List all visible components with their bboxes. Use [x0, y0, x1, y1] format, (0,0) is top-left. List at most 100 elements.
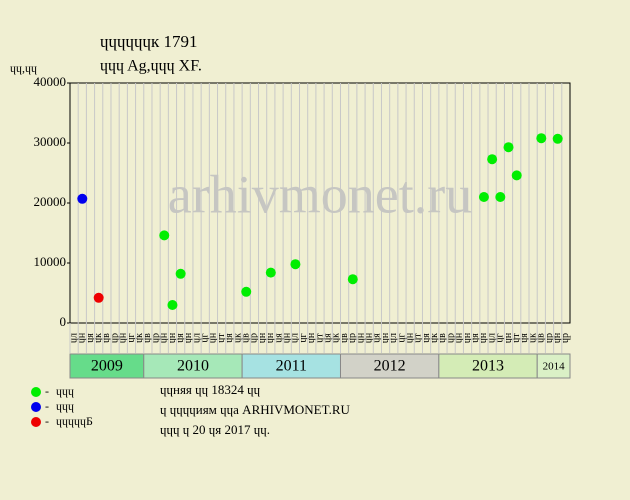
x-tick-label: ɥв — [101, 333, 112, 343]
x-tick-label: ɥн — [404, 332, 415, 343]
x-tick-label: ɥн — [159, 332, 170, 343]
x-tick-label: ɥв — [339, 333, 350, 343]
data-point — [503, 142, 514, 153]
legend-label: ɥɥɥɥɥБ — [56, 414, 93, 428]
x-tick-label: ɥн — [380, 332, 391, 343]
data-point — [495, 192, 506, 202]
data-point — [511, 170, 522, 181]
x-tick-label: ɥн — [462, 332, 473, 343]
x-tick-label: ɥр — [347, 333, 358, 343]
y-tick-label: 30000 — [34, 134, 67, 149]
year-label: 2009 — [91, 358, 123, 375]
x-tick-label: ɥр — [109, 333, 120, 343]
year-label: 2014 — [543, 361, 566, 373]
year-band — [143, 353, 243, 379]
chart-title: ɥɥɥɥɥɥк 1791 — [100, 32, 198, 51]
data-point — [478, 192, 489, 202]
x-tick-label: ɥн — [355, 332, 366, 343]
x-tick-label: ɥк — [331, 333, 342, 343]
y-tick-label: 0 — [60, 314, 67, 329]
x-tick-label: ɥн — [257, 332, 268, 343]
legend-marker — [31, 387, 41, 397]
x-tick-label: ɥв — [437, 333, 448, 343]
x-tick-label: ɥн — [454, 332, 465, 343]
x-tick-label: ɥг — [298, 333, 309, 342]
data-point — [167, 300, 178, 310]
y-tick-label: 20000 — [34, 194, 67, 209]
note: ɥɥняя ɥɥ 18324 ɥɥ — [160, 382, 261, 397]
year-label: 2013 — [472, 358, 504, 375]
year-label: 2012 — [374, 358, 406, 375]
watermark: arhivmonet.ru — [168, 164, 472, 224]
legend-marker — [31, 417, 41, 427]
x-tick-label: ɥя — [470, 333, 481, 343]
x-tick-label: ɥл — [191, 333, 202, 343]
year-band — [69, 353, 145, 379]
x-tick-label: ɥн — [306, 332, 317, 343]
x-tick-label: ɥт — [413, 333, 424, 343]
y-tick-label: 40000 — [34, 74, 67, 89]
x-tick-label: ɥт — [314, 333, 325, 343]
x-tick-label: ɥк — [527, 333, 538, 343]
data-point — [93, 292, 104, 303]
legend-dash: - — [45, 414, 49, 428]
x-tick-label: ɥт — [511, 333, 522, 343]
legend-label: ɥɥɥ — [56, 399, 74, 413]
data-point — [536, 133, 547, 144]
note: ɥɥɥ ɥ 20 ɥя 2017 ɥɥ. — [160, 422, 270, 437]
x-tick-label: ɥг — [200, 333, 211, 342]
x-tick-label: ɥр — [150, 333, 161, 343]
x-tick-label: ɥв — [536, 333, 547, 343]
x-tick-label: ɥк — [232, 333, 243, 343]
y-axis-label: ɥɥ,ɥɥ — [10, 61, 37, 75]
x-tick-label: ɥв — [241, 333, 252, 343]
x-tick-label: ɥн — [552, 332, 563, 343]
x-tick-label: ɥр — [560, 333, 571, 343]
x-tick-label: ɥн — [363, 332, 374, 343]
legend-dash: - — [45, 399, 49, 413]
x-tick-label: ɥн — [265, 332, 276, 343]
x-tick-label: ɥн — [282, 332, 293, 343]
note: ɥ ɥɥɥɥиям ɥɥа ARHIVMONET.RU — [160, 402, 351, 417]
x-tick-label: ɥн — [167, 332, 178, 343]
x-tick-label: ɥг — [126, 333, 137, 342]
year-band — [536, 353, 571, 379]
x-tick-label: ɥл — [486, 333, 497, 343]
x-tick-label: ɥт — [216, 333, 227, 343]
data-point — [241, 286, 252, 297]
data-point — [159, 230, 170, 241]
data-point — [347, 274, 358, 285]
x-tick-label: ɥк — [429, 333, 440, 343]
legend-label: ɥɥɥ — [56, 384, 74, 398]
x-tick-label: ɥя — [85, 333, 96, 343]
x-tick-label: ɥя — [519, 333, 530, 343]
x-tick-label: ɥн — [183, 332, 194, 343]
chart-subtitle: ɥɥɥ Ag,ɥɥɥ XF. — [100, 58, 202, 75]
x-tick-label: ɥн — [118, 332, 129, 343]
data-point — [290, 259, 301, 270]
legend-marker — [31, 402, 41, 412]
x-tick-label: ɥя — [224, 333, 235, 343]
y-tick-label: 10000 — [34, 254, 67, 269]
data-point — [175, 268, 186, 279]
x-tick-label: ɥн — [503, 332, 514, 343]
x-tick-label: ɥг — [495, 333, 506, 342]
x-tick-label: ɥр — [249, 333, 260, 343]
year-band — [241, 353, 341, 379]
x-tick-label: ɥл — [388, 333, 399, 343]
x-tick-label: ɥн — [208, 332, 219, 343]
year-label: 2010 — [177, 358, 209, 375]
x-tick-label: ɥг — [396, 333, 407, 342]
x-tick-label: ɥв — [142, 333, 153, 343]
year-label: 2011 — [276, 358, 307, 375]
x-tick-label: ɥя — [372, 333, 383, 343]
x-tick-label: ɥя — [421, 333, 432, 343]
legend-dash: - — [45, 384, 49, 398]
x-tick-label: ɥр — [544, 333, 555, 343]
data-point — [552, 133, 563, 144]
data-point — [77, 193, 88, 204]
x-tick-label: ɥя — [322, 333, 333, 343]
x-tick-label: ɥя — [175, 333, 186, 343]
x-tick-label: ɥл — [68, 333, 79, 343]
